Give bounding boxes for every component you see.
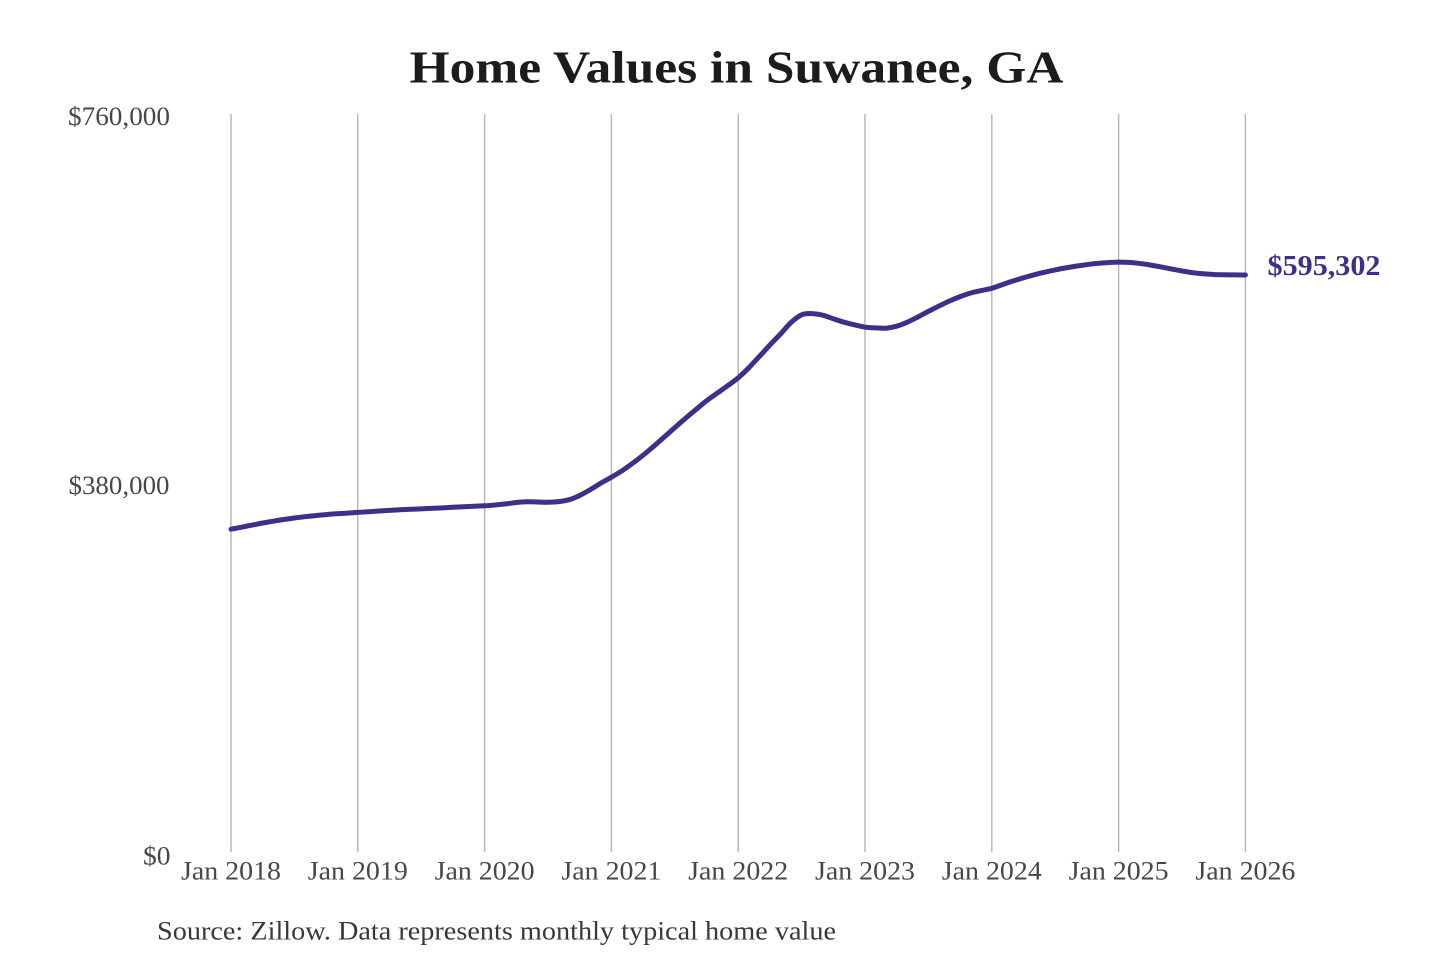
svg-text:$595,302: $595,302 (1268, 250, 1381, 282)
svg-text:$380,000: $380,000 (69, 471, 170, 500)
svg-text:Jan 2018: Jan 2018 (181, 857, 281, 886)
svg-text:Jan 2026: Jan 2026 (1195, 857, 1295, 886)
svg-text:Jan 2020: Jan 2020 (435, 857, 535, 886)
svg-text:Jan 2019: Jan 2019 (308, 857, 408, 886)
svg-text:Jan 2022: Jan 2022 (688, 857, 788, 886)
svg-text:Jan 2023: Jan 2023 (815, 857, 915, 886)
svg-text:$760,000: $760,000 (68, 102, 170, 131)
svg-text:Jan 2021: Jan 2021 (561, 857, 661, 886)
svg-text:Jan 2024: Jan 2024 (942, 857, 1042, 886)
svg-text:Source: Zillow. Data represent: Source: Zillow. Data represents monthly … (157, 917, 836, 946)
svg-text:Home Values in Suwanee, GA: Home Values in Suwanee, GA (410, 42, 1064, 93)
svg-text:Jan 2025: Jan 2025 (1069, 857, 1169, 886)
svg-text:$0: $0 (143, 842, 171, 871)
